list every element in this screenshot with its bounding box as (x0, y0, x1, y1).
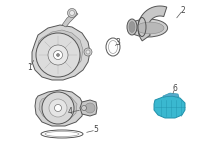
Ellipse shape (129, 21, 135, 32)
Ellipse shape (127, 19, 137, 35)
Circle shape (54, 51, 63, 60)
Polygon shape (138, 6, 167, 41)
Polygon shape (80, 100, 97, 116)
Ellipse shape (128, 19, 168, 37)
Circle shape (36, 33, 80, 77)
Circle shape (70, 10, 75, 15)
Circle shape (42, 92, 74, 124)
Polygon shape (39, 94, 77, 122)
Polygon shape (35, 90, 84, 126)
Text: 5: 5 (94, 126, 98, 135)
Circle shape (49, 99, 67, 117)
Circle shape (84, 48, 92, 56)
Text: 6: 6 (173, 83, 177, 92)
Polygon shape (37, 30, 83, 73)
Circle shape (68, 9, 77, 17)
Text: 3: 3 (116, 37, 120, 46)
Circle shape (86, 50, 90, 54)
Circle shape (48, 45, 68, 65)
Circle shape (57, 54, 60, 56)
Text: 2: 2 (181, 5, 185, 15)
Text: 1: 1 (28, 62, 32, 71)
Polygon shape (163, 93, 179, 97)
Circle shape (82, 106, 87, 111)
Polygon shape (154, 96, 185, 118)
Text: 4: 4 (68, 107, 72, 117)
Polygon shape (62, 12, 78, 27)
Ellipse shape (136, 22, 164, 34)
Polygon shape (32, 25, 90, 80)
Circle shape (85, 103, 95, 113)
Circle shape (55, 105, 62, 112)
